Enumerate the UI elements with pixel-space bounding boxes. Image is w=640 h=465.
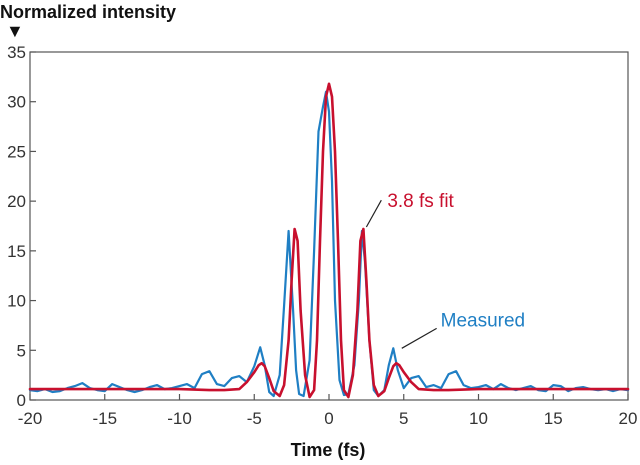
annotations: 3.8 fs fit Measured [365, 191, 526, 349]
y-tick-label: 30 [7, 93, 26, 112]
x-tick-label: -20 [18, 409, 43, 428]
y-tick-label: 15 [7, 242, 26, 261]
measured-annotation-label: Measured [441, 310, 526, 331]
y-tick-label: 20 [7, 192, 26, 211]
x-tick-label: 15 [544, 409, 563, 428]
x-tick-label: 10 [469, 409, 488, 428]
x-tick-label: -15 [92, 409, 117, 428]
plot-frame [29, 51, 629, 401]
series-layer [28, 82, 630, 399]
x-axis-title: Time (fs) [291, 440, 366, 460]
x-tick-label: 0 [324, 409, 333, 428]
fit-callout-line [365, 199, 382, 228]
axes: -20 -15 -10 -5 0 5 10 15 20 0 5 10 15 20 25 30 35 [7, 43, 637, 428]
y-tick-label: 25 [7, 142, 26, 161]
series-measured-line [28, 90, 630, 398]
y-tick-label: 35 [7, 43, 26, 62]
fit-annotation-label: 3.8 fs fit [387, 191, 454, 212]
y-tick-label: 5 [17, 341, 26, 360]
y-tick-label: 10 [7, 292, 26, 311]
y-axis-title: Normalized intensity [0, 2, 176, 22]
measured-callout-line [401, 327, 437, 349]
x-tick-label: 20 [619, 409, 638, 428]
x-tick-label: -5 [247, 409, 262, 428]
y-tick-label: 0 [17, 391, 26, 410]
x-tick-label: -10 [167, 409, 192, 428]
series-fit-line [28, 82, 630, 399]
y-axis-marker: ▼ [6, 21, 24, 41]
x-tick-label: 5 [399, 409, 408, 428]
